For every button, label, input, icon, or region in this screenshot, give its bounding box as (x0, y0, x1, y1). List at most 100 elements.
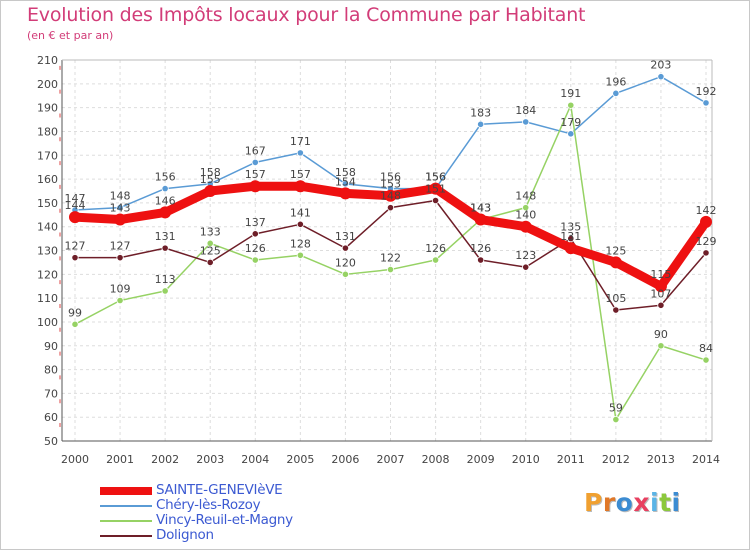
data-point (702, 356, 710, 364)
data-label: 156 (425, 171, 446, 184)
data-point (116, 296, 124, 305)
data-label: 142 (696, 204, 717, 217)
x-tick-label: 2012 (602, 453, 630, 466)
data-label: 143 (470, 202, 491, 215)
y-tick-label: 210 (37, 54, 58, 67)
data-point (161, 184, 169, 193)
data-point (204, 184, 217, 197)
y-tick-label: 50 (44, 435, 58, 448)
data-label: 113 (155, 273, 176, 286)
data-label: 84 (699, 342, 713, 355)
data-label: 131 (560, 230, 581, 243)
y-tick-label: 190 (37, 102, 58, 115)
legend-swatch (100, 505, 152, 507)
data-point (251, 256, 259, 264)
data-label: 123 (515, 249, 536, 262)
data-point (71, 320, 79, 328)
logo-letter: P (584, 488, 603, 517)
x-tick-label: 2004 (241, 453, 269, 466)
data-point (702, 99, 710, 107)
logo-letter: x (633, 488, 650, 517)
data-point (612, 415, 620, 424)
x-tick-label: 2001 (106, 453, 134, 466)
data-point (386, 265, 395, 274)
data-label: 126 (470, 242, 491, 255)
legend-label: Vincy-Reuil-et-Magny (156, 512, 293, 528)
data-label: 156 (380, 171, 401, 184)
data-point (296, 251, 304, 259)
data-point (654, 280, 667, 293)
legend-swatch (100, 487, 152, 495)
data-label: 203 (650, 59, 671, 72)
y-tick-label: 110 (37, 292, 58, 305)
data-point (567, 234, 575, 243)
data-label: 151 (425, 182, 446, 195)
data-label: 143 (470, 202, 491, 215)
data-point (429, 182, 442, 195)
y-tick-label: 100 (37, 316, 58, 329)
data-label: 148 (380, 190, 401, 203)
data-label: 133 (200, 225, 221, 238)
data-label: 157 (290, 168, 311, 181)
data-label: 137 (245, 216, 266, 229)
data-point (522, 204, 530, 212)
data-point (564, 242, 577, 255)
data-label: 131 (155, 230, 176, 243)
data-label: 126 (425, 242, 446, 255)
data-point (341, 180, 350, 188)
data-point (159, 206, 172, 219)
data-label: 125 (200, 244, 221, 257)
data-point (294, 180, 307, 193)
data-label: 131 (335, 230, 356, 243)
data-point (114, 213, 127, 226)
data-point (384, 189, 397, 202)
data-label: 157 (245, 168, 266, 181)
x-tick-label: 2011 (557, 453, 585, 466)
logo-letter: r (602, 488, 616, 517)
data-label: 90 (654, 328, 668, 341)
data-point (341, 270, 350, 278)
x-tick-label: 2006 (331, 453, 359, 466)
y-tick-label: 140 (37, 221, 58, 234)
y-tick-label: 70 (44, 387, 58, 400)
legend-label: Chéry-lès-Rozoy (156, 497, 261, 513)
data-point (657, 342, 665, 350)
data-label: 135 (560, 221, 581, 234)
data-point (657, 301, 665, 309)
chart-title: Evolution des Impôts locaux pour la Comm… (27, 4, 586, 26)
data-label: 127 (65, 240, 86, 253)
data-label: 171 (290, 135, 311, 148)
data-point (477, 256, 485, 264)
logo-letter: i (671, 488, 681, 517)
y-tick-label: 160 (37, 173, 58, 186)
data-point (251, 158, 259, 166)
data-point (522, 263, 530, 271)
data-point (249, 180, 262, 193)
x-tick-label: 2000 (61, 453, 89, 466)
data-label: 196 (605, 75, 626, 88)
y-tick-label: 130 (37, 245, 58, 258)
data-point (386, 204, 395, 212)
x-tick-label: 2007 (377, 453, 405, 466)
data-label: 99 (68, 306, 82, 319)
data-point (296, 220, 304, 228)
data-point (251, 230, 259, 238)
data-point (296, 149, 304, 157)
data-label: 140 (515, 209, 536, 222)
x-tick-label: 2002 (151, 453, 179, 466)
y-tick-label: 120 (37, 268, 58, 281)
proxiti-logo[interactable]: Proxiti (584, 488, 681, 517)
data-label: 143 (110, 202, 131, 215)
chart-subtitle: (en € et par an) (27, 29, 114, 42)
y-tick-label: 90 (44, 340, 58, 353)
data-point (116, 254, 124, 262)
data-point (609, 256, 622, 269)
data-label: 153 (380, 178, 401, 191)
data-point (341, 244, 350, 252)
data-label: 158 (335, 166, 356, 179)
x-tick-label: 2010 (512, 453, 540, 466)
data-label: 148 (515, 190, 536, 203)
data-label: 191 (560, 87, 581, 100)
y-tick-label: 80 (44, 364, 58, 377)
legend-swatch (100, 535, 152, 537)
